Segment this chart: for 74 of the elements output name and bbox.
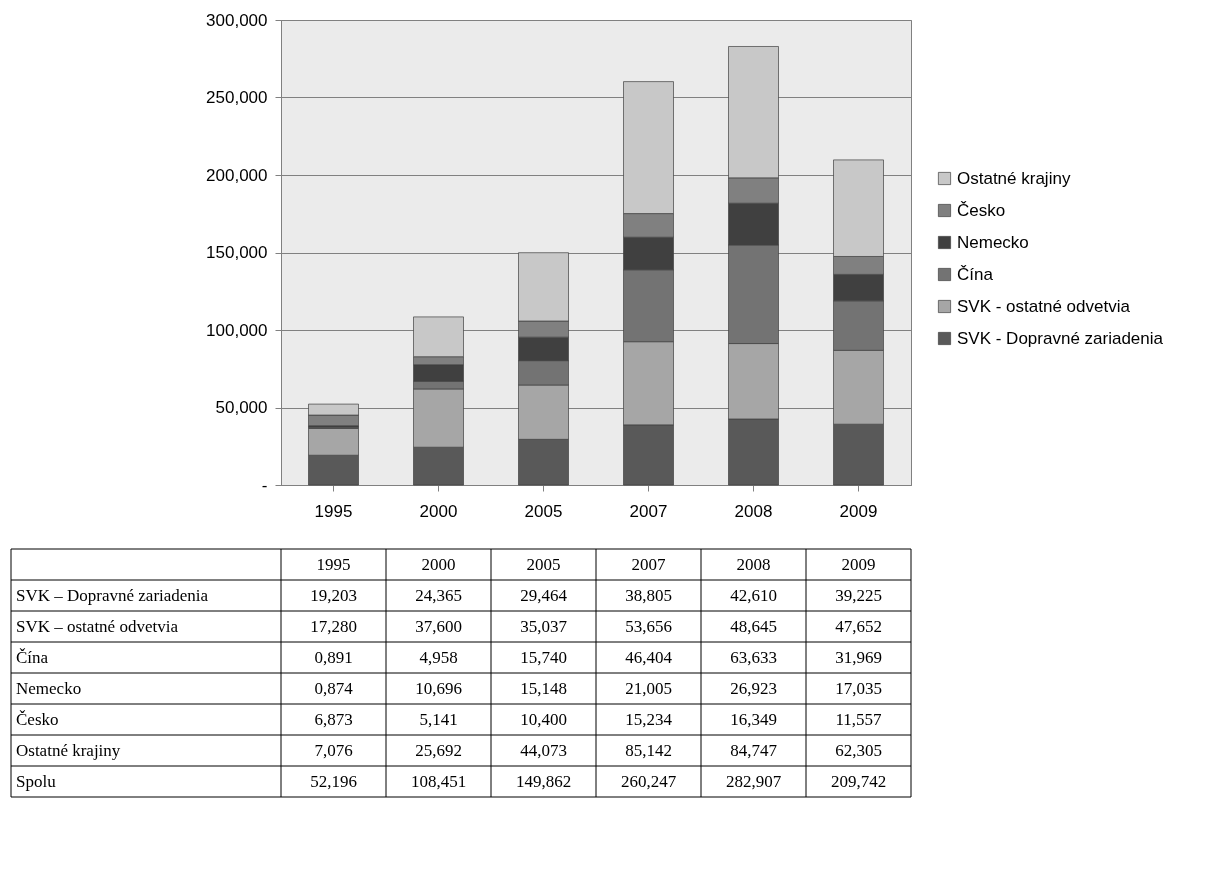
data-label: 0,891 [314, 647, 353, 667]
data-label: 63,633 [730, 647, 777, 667]
data-label: 4,958 [419, 647, 458, 667]
legend-label: Ostatné krajiny [957, 168, 1071, 188]
y-tick-label: 50,000 [215, 398, 268, 417]
data-label: 84,747 [730, 740, 778, 760]
y-tick-label: 200,000 [206, 165, 268, 185]
data-label: 46,404 [625, 647, 673, 667]
text: Česko [16, 709, 59, 729]
text: Spolu [16, 771, 57, 791]
legend-label: Čína [957, 264, 994, 284]
data-label: 38,805 [625, 585, 672, 605]
text: Ostatné krajiny [16, 740, 121, 760]
data-label: 21,005 [625, 678, 672, 698]
data-label: 0,874 [314, 678, 354, 698]
legend-label: SVK - Dopravné zariadenia [957, 328, 1164, 348]
data-label: 47,652 [835, 616, 882, 636]
x-tick-label: 2005 [524, 501, 563, 521]
legend-label: Nemecko [957, 232, 1029, 252]
data-label: 26,923 [730, 678, 777, 698]
data-label: 7,076 [314, 740, 353, 760]
x-tick-label: 2007 [629, 501, 668, 521]
data-label: 17,035 [835, 678, 882, 698]
data-label: 15,740 [520, 647, 567, 667]
x-tick-label: 2000 [419, 501, 458, 521]
data-label: 5,141 [419, 709, 458, 729]
y-tick-label: 100,000 [206, 320, 268, 340]
x-tick-label: 2009 [839, 501, 878, 521]
data-label: 15,148 [520, 678, 567, 698]
y-tick-label: 150,000 [206, 243, 268, 262]
category-label: 2009 [841, 554, 876, 574]
data-label: 19,203 [310, 585, 357, 605]
data-label: 62,305 [835, 740, 882, 760]
text: 282,907 [725, 771, 782, 791]
data-label: 35,037 [520, 616, 568, 636]
data-label: 29,464 [520, 585, 568, 605]
text: 260,247 [620, 771, 677, 791]
data-label: 10,400 [520, 709, 567, 729]
data-label: 10,696 [415, 678, 462, 698]
text: 209,742 [830, 771, 887, 791]
x-tick-label: 1995 [314, 501, 353, 521]
data-label: 24,365 [415, 585, 462, 605]
data-label: 85,142 [625, 740, 672, 760]
text: 52,196 [310, 771, 357, 791]
text: 149,862 [515, 771, 572, 791]
text: SVK – Dopravné zariadenia [16, 585, 209, 605]
data-label: 48,645 [730, 616, 777, 636]
x-tick-label: 2008 [734, 501, 773, 521]
data-label: 17,280 [310, 616, 357, 636]
text: SVK – ostatné odvetvia [16, 616, 179, 636]
data-label: 37,600 [415, 616, 462, 636]
text: 108,451 [410, 771, 467, 791]
category-label: 2005 [526, 554, 561, 574]
data-label: 42,610 [730, 585, 777, 605]
legend-label: SVK - ostatné odvetvia [957, 296, 1131, 316]
data-label: 11,557 [835, 709, 883, 729]
text: Čína [16, 647, 49, 667]
y-tick-label: 250,000 [206, 88, 268, 107]
data-label: 53,656 [625, 616, 672, 636]
y-tick-label: 300,000 [206, 10, 268, 30]
data-label: 16,349 [730, 709, 777, 729]
category-label: 1995 [316, 554, 351, 574]
data-label: 44,073 [520, 740, 567, 760]
category-label: 2007 [631, 554, 666, 574]
category-label: 2008 [736, 554, 771, 574]
data-label: 6,873 [314, 709, 353, 729]
text: Nemecko [16, 678, 82, 698]
y-tick-label: - [261, 475, 268, 495]
data-label: 25,692 [415, 740, 462, 760]
legend-label: Česko [957, 200, 1006, 220]
data-label: 15,234 [625, 709, 673, 729]
category-label: 2000 [421, 554, 456, 574]
data-label: 39,225 [835, 585, 882, 605]
data-label: 31,969 [835, 647, 882, 667]
